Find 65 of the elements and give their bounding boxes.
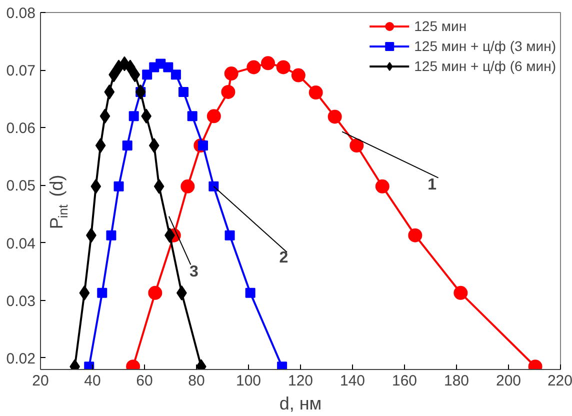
x-tick-label: 220 (547, 372, 572, 390)
point (187, 111, 198, 122)
legend-label: 125 мин + ц/ф (6 мин) (414, 58, 556, 74)
point (114, 181, 124, 192)
x-tick-label: 200 (496, 372, 522, 390)
point (135, 84, 146, 100)
point (308, 86, 323, 100)
x-axis-title: d, нм (279, 394, 322, 414)
legend-label: 125 мин (414, 18, 467, 34)
point (122, 140, 132, 151)
x-tick-label: 180 (444, 372, 470, 390)
point (208, 181, 219, 192)
point (106, 230, 116, 240)
y-tick-label: 0.08 (6, 5, 36, 22)
annotation: 3 (189, 263, 198, 280)
point (350, 138, 364, 152)
point (84, 362, 94, 370)
y-tick-label: 0.03 (6, 292, 36, 310)
point (154, 178, 164, 194)
point (130, 67, 140, 82)
y-axis-title: Pint (d) (46, 174, 70, 230)
y-tick-label: 0.05 (6, 178, 36, 195)
point (246, 60, 261, 74)
annotation: 2 (279, 249, 288, 266)
x-tick-label: 80 (188, 372, 205, 390)
point (170, 70, 181, 80)
x-tick-label: 40 (84, 372, 101, 390)
point (163, 62, 174, 72)
point (148, 286, 162, 300)
point (148, 138, 160, 154)
y-tick-label: 0.04 (6, 235, 36, 252)
point (408, 228, 422, 242)
point (261, 56, 275, 70)
point (277, 362, 288, 370)
y-tick-label: 0.07 (6, 62, 36, 80)
point (328, 110, 342, 124)
point (221, 84, 236, 99)
point (245, 288, 256, 298)
x-tick-label: 100 (236, 372, 262, 390)
point (142, 70, 152, 80)
legend-label: 125 мин + ц/ф (3 мин) (414, 38, 556, 54)
point (90, 178, 102, 194)
point (100, 108, 110, 124)
y-tick-label: 0.06 (6, 120, 36, 138)
point (206, 109, 221, 124)
x-tick-label: 60 (136, 372, 153, 390)
x-tick-label: 140 (340, 372, 366, 390)
point (224, 230, 235, 240)
point (224, 66, 238, 81)
point (128, 111, 139, 122)
point (104, 84, 115, 100)
point (180, 179, 195, 194)
point (291, 68, 306, 82)
y-tick-label: 0.02 (6, 350, 36, 368)
point (79, 285, 90, 300)
annotation: 1 (428, 176, 437, 194)
point (95, 138, 106, 154)
point (97, 288, 108, 298)
point (375, 179, 390, 194)
x-tick-label: 160 (392, 372, 418, 390)
x-tick-label: 120 (288, 372, 314, 390)
point (178, 86, 188, 97)
x-tick-label: 20 (32, 372, 49, 390)
point (454, 286, 468, 300)
point (276, 60, 290, 74)
